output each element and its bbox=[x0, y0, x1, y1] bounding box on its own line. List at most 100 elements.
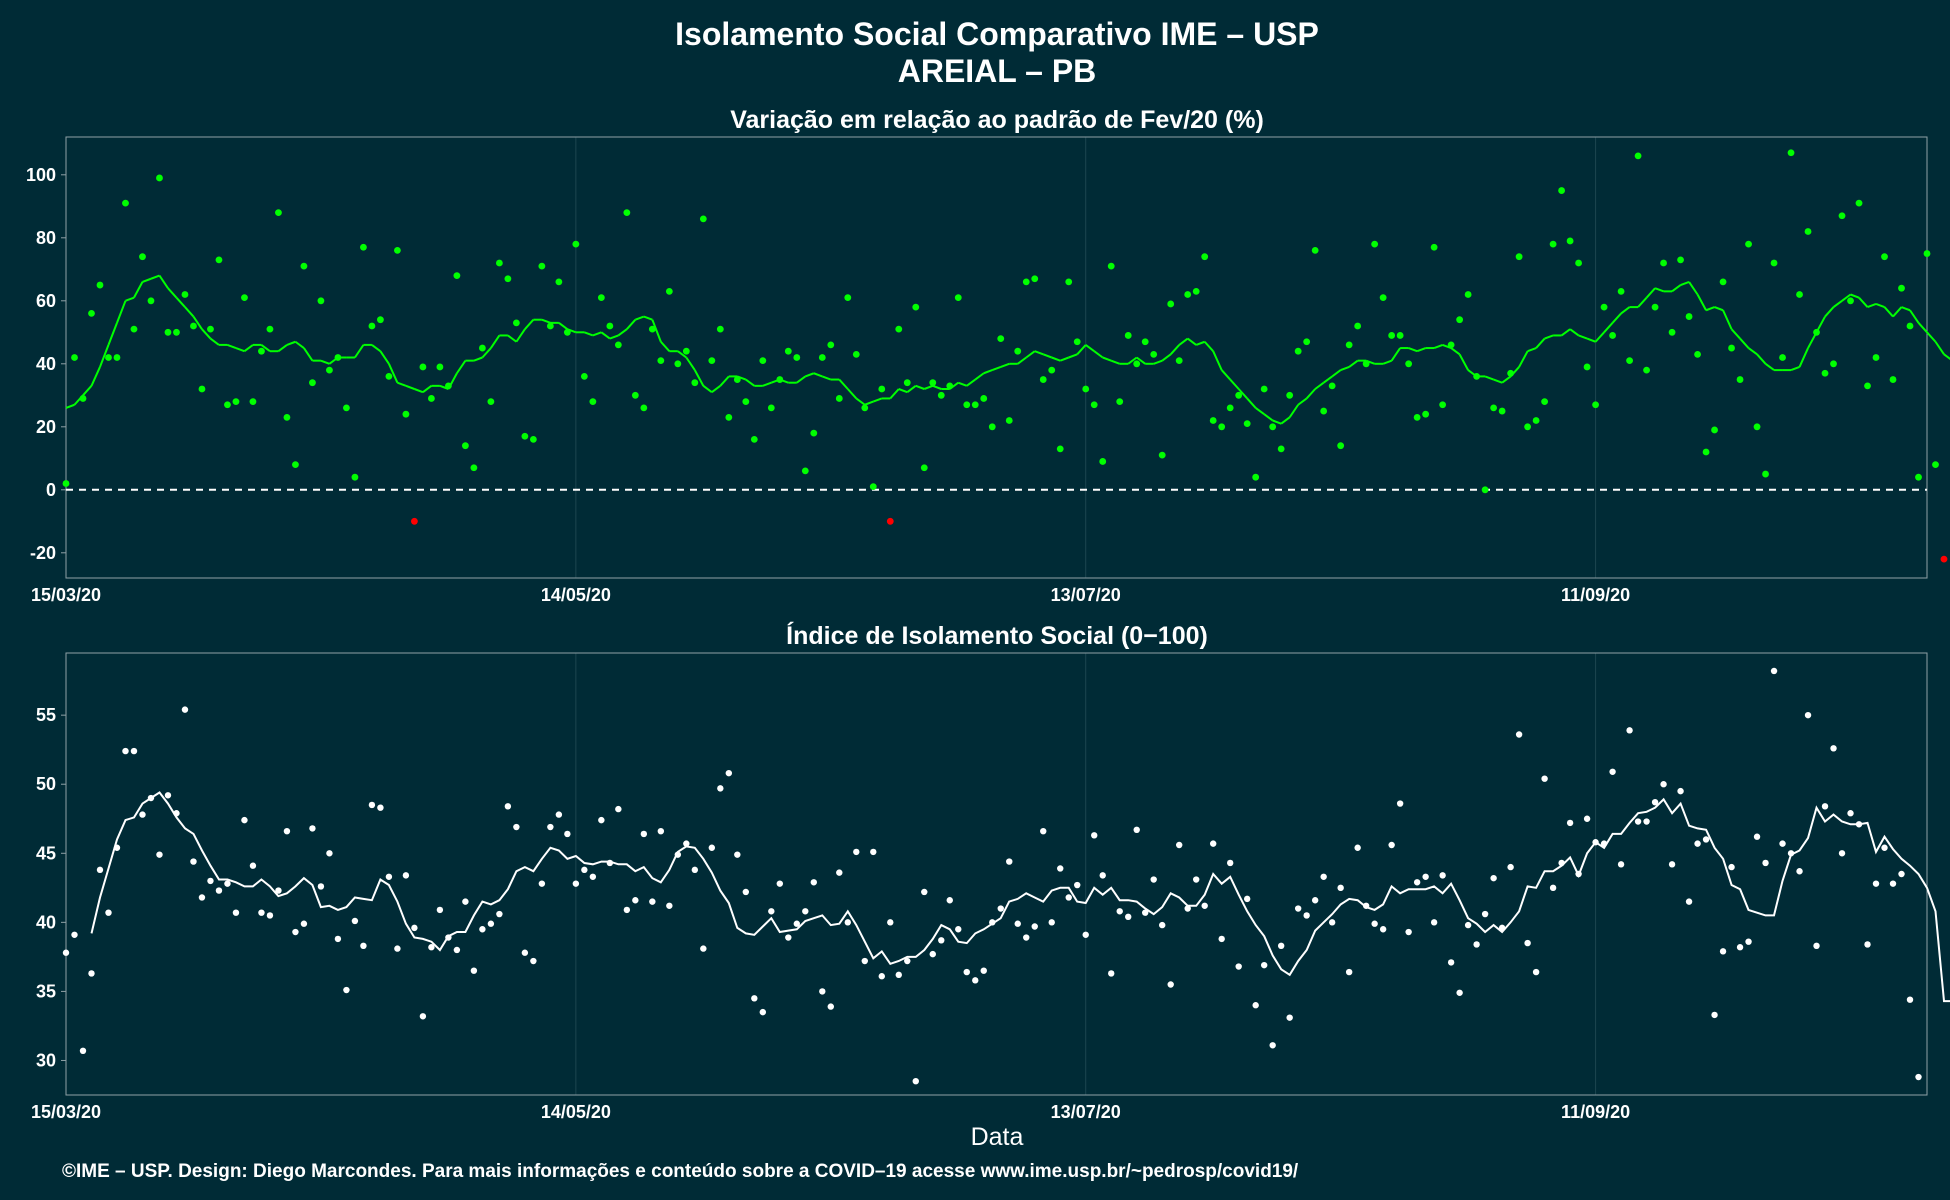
data-point bbox=[436, 363, 444, 371]
moving-average-segment bbox=[192, 315, 203, 330]
data-point bbox=[971, 401, 979, 409]
data-point bbox=[215, 887, 223, 894]
moving-average-segment bbox=[1272, 419, 1282, 425]
data-point bbox=[1303, 912, 1310, 919]
data-point bbox=[1413, 413, 1421, 421]
moving-average-segment bbox=[779, 378, 789, 384]
moving-average-segment bbox=[1688, 281, 1699, 296]
data-point bbox=[1813, 942, 1820, 950]
moving-average-segment bbox=[209, 337, 220, 346]
moving-average-segment bbox=[507, 334, 517, 343]
moving-average-segment bbox=[1161, 353, 1172, 362]
data-point bbox=[198, 385, 206, 393]
data-point bbox=[1694, 840, 1701, 847]
data-point bbox=[632, 897, 639, 904]
moving-average-segment bbox=[260, 344, 271, 353]
data-point bbox=[1379, 294, 1387, 302]
data-point bbox=[1142, 909, 1149, 916]
moving-average-segment bbox=[1093, 350, 1104, 359]
moving-average-segment bbox=[524, 319, 535, 330]
data-point bbox=[79, 1047, 87, 1055]
data-point bbox=[1116, 398, 1124, 405]
moving-average-segment bbox=[1527, 347, 1537, 353]
data-point bbox=[1677, 787, 1684, 795]
moving-average-segment bbox=[1535, 337, 1546, 349]
moving-average-segment bbox=[73, 394, 84, 406]
moving-average-segment bbox=[1654, 287, 1664, 293]
data-point bbox=[1643, 366, 1650, 374]
moving-average-segment bbox=[1705, 306, 1715, 312]
data-point bbox=[1702, 836, 1710, 843]
data-point bbox=[1660, 781, 1667, 788]
data-point bbox=[1745, 240, 1752, 248]
data-point bbox=[241, 294, 248, 302]
x-tick-label: 13/07/20 bbox=[1051, 585, 1121, 605]
moving-average-segment bbox=[414, 388, 424, 394]
data-point bbox=[402, 872, 410, 879]
data-point bbox=[946, 897, 953, 904]
moving-average-segment bbox=[719, 375, 730, 387]
moving-average-segment bbox=[1730, 328, 1741, 340]
data-point bbox=[640, 404, 648, 412]
moving-average-segment bbox=[821, 375, 832, 381]
data-point bbox=[1626, 727, 1633, 734]
data-point bbox=[292, 928, 299, 936]
moving-average-segment bbox=[371, 344, 382, 353]
y-tick-label: 45 bbox=[36, 843, 56, 863]
moving-average-segment bbox=[609, 334, 619, 340]
data-point bbox=[1609, 332, 1616, 339]
moving-average-segment bbox=[1578, 334, 1588, 340]
data-point bbox=[1566, 237, 1574, 245]
data-point bbox=[1209, 840, 1217, 847]
moving-average-segment bbox=[1815, 316, 1826, 333]
data-point bbox=[411, 517, 418, 525]
data-point bbox=[1872, 354, 1880, 361]
data-point bbox=[1464, 921, 1472, 929]
data-point bbox=[224, 401, 231, 409]
data-point bbox=[504, 803, 512, 810]
moving-average-segment bbox=[889, 388, 900, 400]
data-point bbox=[878, 973, 885, 980]
data-point bbox=[937, 391, 945, 399]
data-point bbox=[1915, 473, 1922, 481]
data-point bbox=[1286, 391, 1294, 399]
data-point bbox=[453, 272, 461, 279]
data-point bbox=[258, 347, 265, 355]
moving-average-segment bbox=[1059, 356, 1070, 362]
moving-average-segment bbox=[1501, 375, 1512, 384]
data-point bbox=[1252, 473, 1260, 481]
data-point bbox=[1439, 401, 1447, 409]
data-point bbox=[88, 310, 95, 317]
data-point bbox=[631, 391, 639, 399]
data-point bbox=[972, 977, 979, 984]
moving-average-segment bbox=[1025, 350, 1036, 359]
data-point bbox=[657, 827, 665, 835]
data-point bbox=[71, 931, 78, 938]
moving-average-segment bbox=[1017, 356, 1027, 365]
moving-average-segment bbox=[855, 397, 866, 406]
data-point bbox=[1141, 338, 1149, 346]
data-point bbox=[122, 199, 129, 207]
moving-average-segment bbox=[1901, 306, 1911, 312]
moving-average-segment bbox=[1127, 356, 1138, 365]
data-point bbox=[1294, 905, 1302, 912]
data-point bbox=[1490, 874, 1497, 882]
data-point bbox=[921, 888, 928, 896]
moving-average-segment bbox=[1340, 366, 1350, 372]
data-point bbox=[351, 917, 359, 925]
data-point bbox=[708, 357, 716, 365]
moving-average-segment bbox=[1433, 343, 1443, 349]
data-point bbox=[1923, 250, 1931, 257]
data-point bbox=[1515, 731, 1523, 738]
data-point bbox=[1685, 313, 1693, 320]
moving-average-segment bbox=[82, 385, 93, 396]
data-point bbox=[1532, 417, 1540, 424]
data-point bbox=[1192, 876, 1200, 883]
data-point bbox=[1456, 989, 1463, 996]
data-point bbox=[207, 877, 214, 885]
data-point bbox=[1881, 844, 1888, 851]
data-point bbox=[470, 967, 478, 974]
data-point bbox=[1116, 908, 1123, 915]
data-point bbox=[1260, 961, 1268, 969]
